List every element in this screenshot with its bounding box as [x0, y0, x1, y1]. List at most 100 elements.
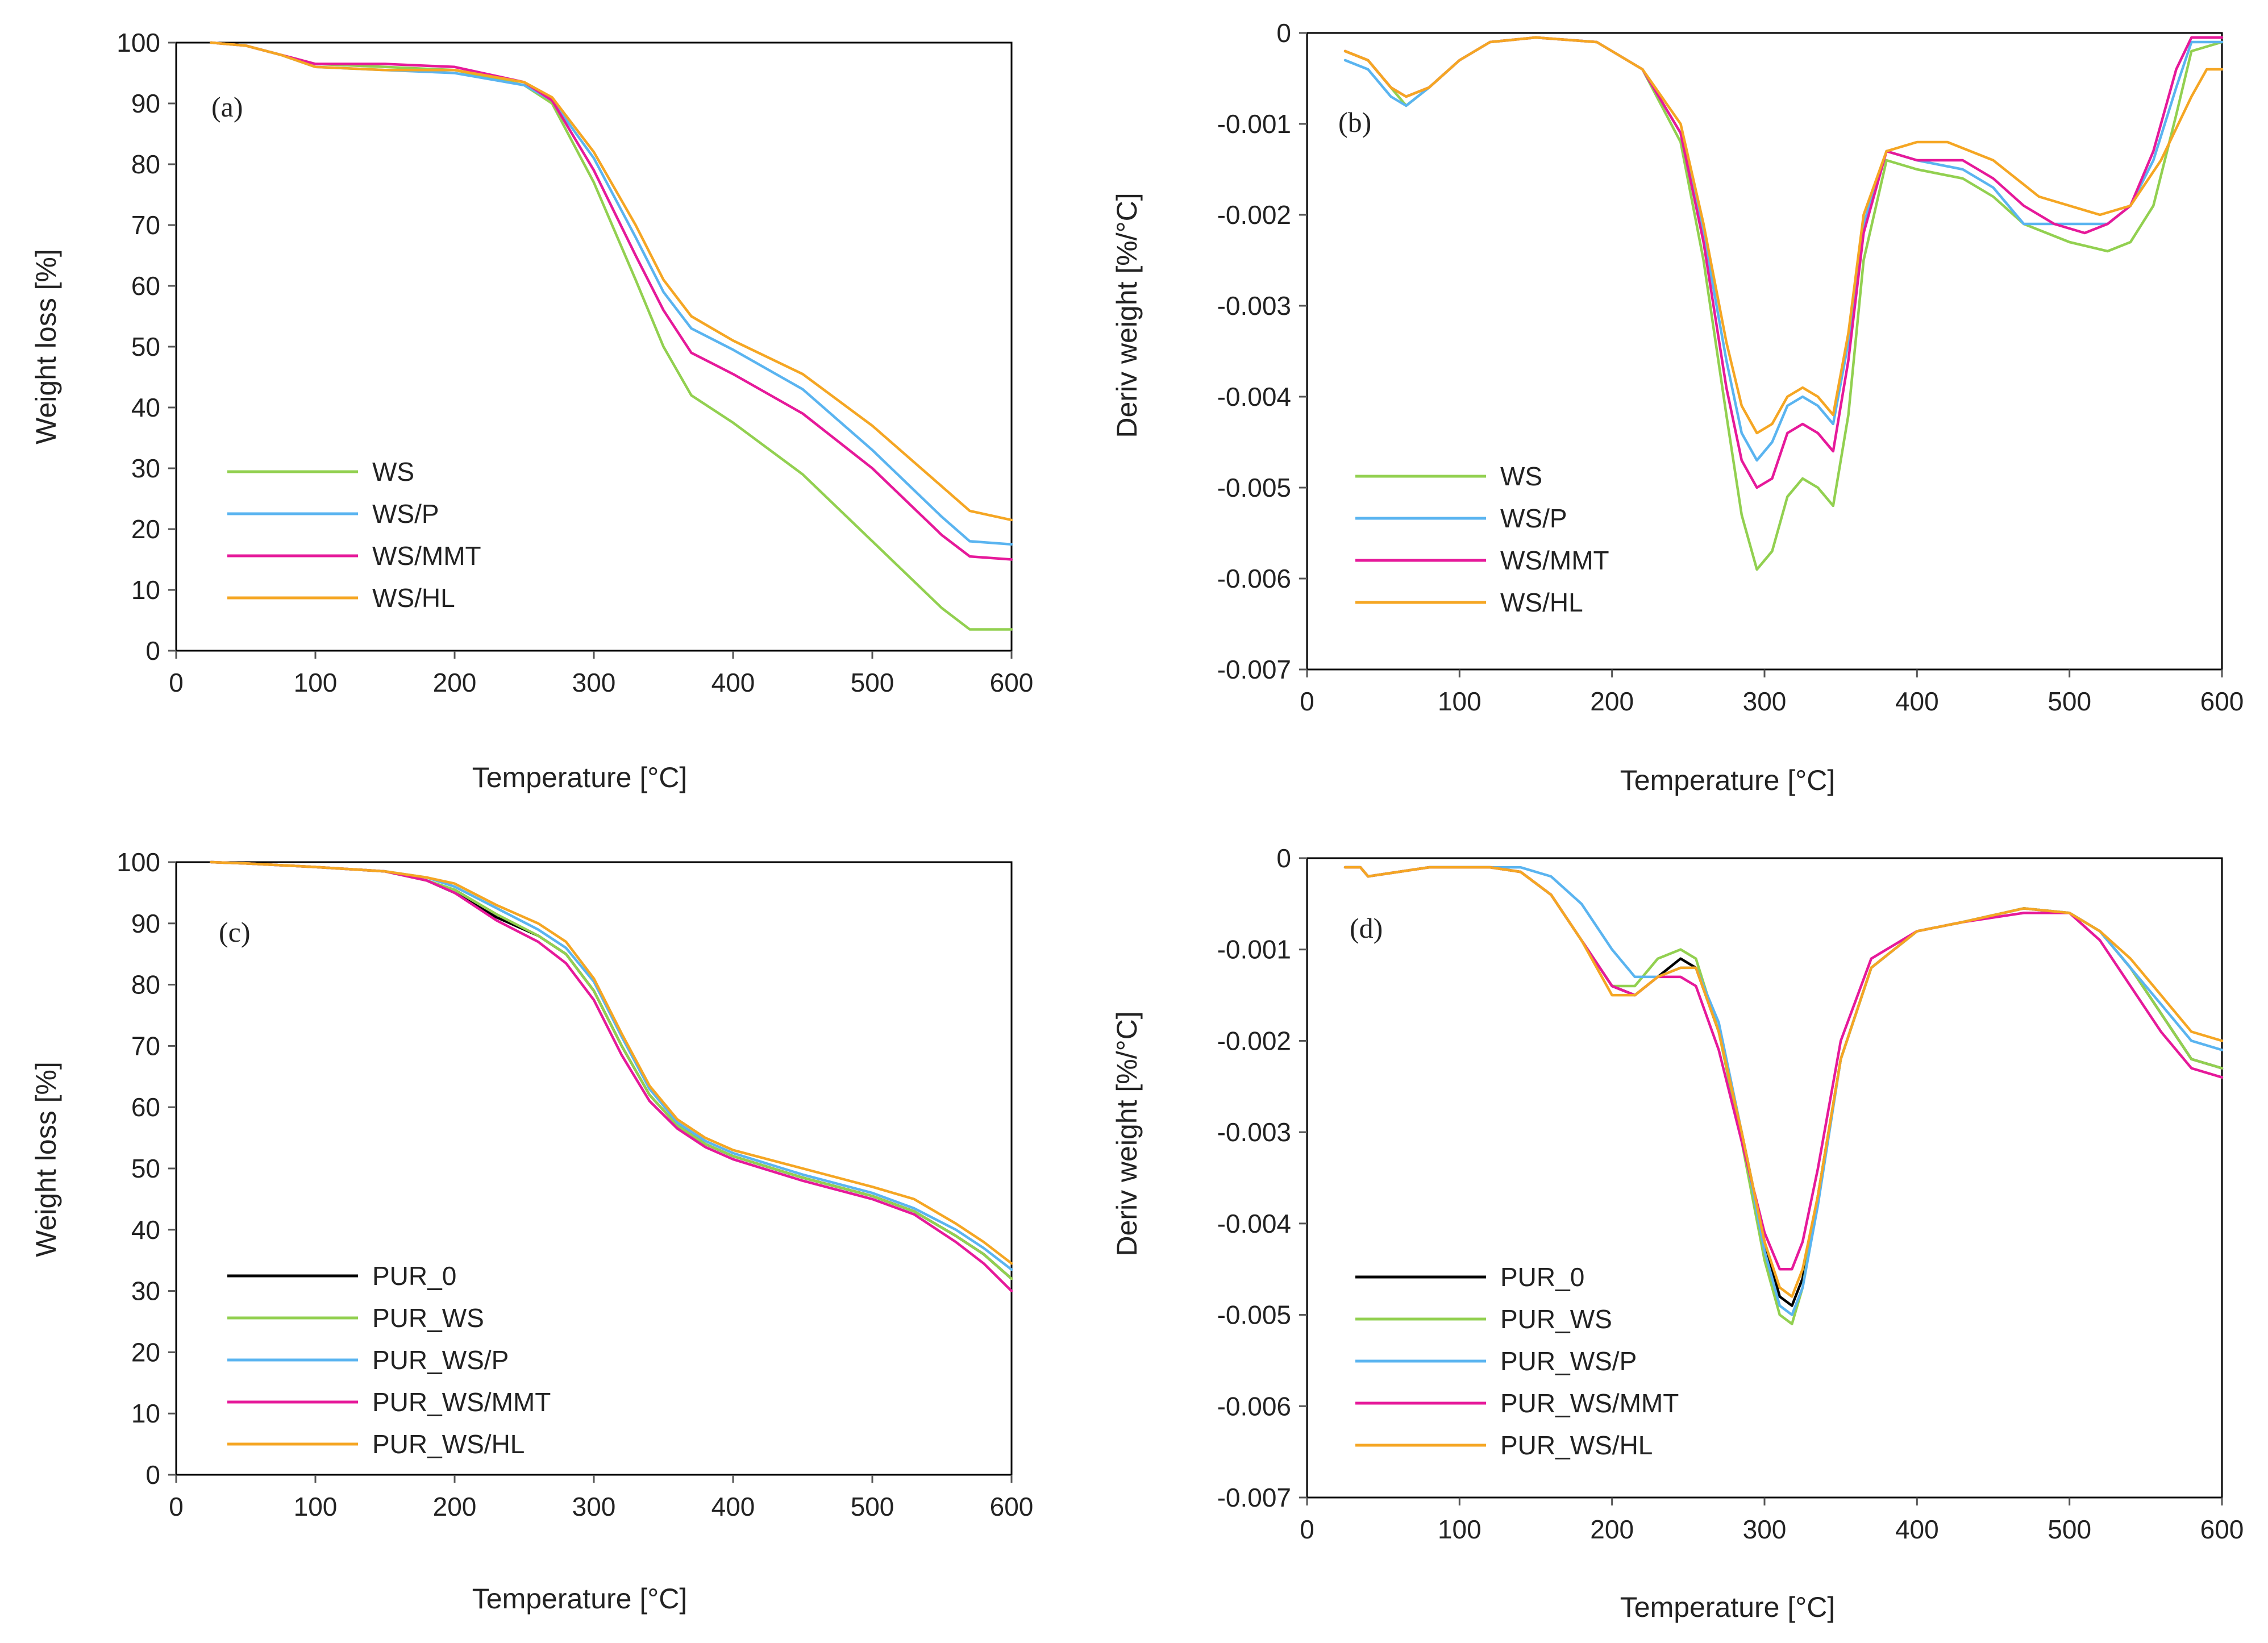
plot-area-frame: [1306, 857, 2223, 1499]
legend-label: WS/HL: [1500, 588, 1583, 617]
legend-label: PUR_0: [1500, 1262, 1584, 1292]
y-tick-label: 30: [131, 454, 160, 483]
y-tick-label: -0.007: [1217, 1483, 1291, 1512]
series-line-ws: [210, 41, 1013, 631]
x-tick-label: 100: [294, 1492, 338, 1521]
y-tick-label: 20: [131, 514, 160, 544]
y-tick-label: -0.004: [1217, 1209, 1291, 1238]
y-tick-label: -0.004: [1217, 382, 1291, 411]
series-line-pur-0: [210, 860, 1013, 1280]
legend-label: WS/MMT: [372, 541, 481, 571]
series-line-ws-mmt: [210, 41, 1013, 561]
legend-label: PUR_WS/MMT: [372, 1387, 551, 1417]
y-tick-label: 50: [131, 332, 160, 361]
y-tick-label: -0.001: [1217, 109, 1291, 139]
x-tick-label: 300: [1743, 687, 1787, 716]
y-tick-label: 0: [145, 636, 160, 665]
series-line-pur-ws-mmt: [1343, 866, 2224, 1271]
x-axis-title: Temperature [°C]: [1620, 764, 1835, 796]
y-tick-label: -0.005: [1217, 1300, 1291, 1330]
y-tick-label: 60: [131, 1092, 160, 1122]
x-axis-title: Temperature [°C]: [472, 762, 687, 793]
x-tick-label: 100: [1438, 687, 1482, 716]
chart-panel-d: 0 100 200 300 400 500 600 0 -0.001 -0.002 -0.003 -0…: [1111, 843, 2244, 1623]
series-line-ws-hl: [210, 41, 1013, 522]
legend-label: PUR_WS/P: [372, 1345, 509, 1375]
series-line-pur-ws-hl: [1343, 866, 2224, 1298]
x-tick-label: 300: [572, 668, 616, 697]
legend: WS WS/P WS/MMT WS/HL: [227, 457, 481, 613]
plot-area-frame: [1306, 32, 2223, 671]
y-axis-title: Weight loss [%]: [30, 249, 62, 444]
x-tick-label: 100: [1438, 1515, 1482, 1544]
series-line-pur-ws: [210, 860, 1013, 1280]
y-tick-label: 40: [131, 1215, 160, 1245]
x-tick-label: 0: [169, 1492, 184, 1521]
y-tick-label: -0.002: [1217, 1026, 1291, 1055]
legend: PUR_0 PUR_WS PUR_WS/P PUR_WS/MMT PUR_WS/HL: [227, 1261, 551, 1459]
y-tick-label: 10: [131, 575, 160, 605]
series-line-pur-ws-mmt: [210, 860, 1013, 1292]
y-tick-label: 90: [131, 89, 160, 118]
y-tick-label: 60: [131, 271, 160, 301]
x-tick-label: 600: [990, 668, 1034, 697]
legend-label: PUR_WS/HL: [372, 1429, 525, 1459]
series-line-ws-p: [210, 41, 1013, 546]
x-tick-label: 300: [1743, 1515, 1787, 1544]
y-tick-label: 0: [1276, 18, 1291, 48]
series-line-ws-mmt: [1343, 36, 2224, 489]
x-tick-label: 600: [2200, 1515, 2244, 1544]
y-tick-label: -0.006: [1217, 564, 1291, 593]
x-tick-label: 0: [169, 668, 184, 697]
panel-label: (d): [1350, 912, 1383, 944]
x-axis-title: Temperature [°C]: [1620, 1591, 1835, 1623]
x-tick-label: 200: [1590, 1515, 1634, 1544]
y-tick-label: -0.005: [1217, 473, 1291, 502]
y-tick-label: -0.001: [1217, 935, 1291, 964]
y-tick-label: -0.003: [1217, 291, 1291, 321]
series-line-pur-ws: [1343, 866, 2224, 1325]
y-tick-label: 10: [131, 1399, 160, 1428]
x-tick-label: 500: [2048, 687, 2091, 716]
legend-label: PUR_WS/MMT: [1500, 1388, 1679, 1418]
plot-area-frame: [175, 41, 1013, 652]
x-tick-label: 600: [2200, 687, 2244, 716]
legend-label: WS: [1500, 461, 1542, 491]
x-tick-label: 500: [2048, 1515, 2091, 1544]
series-line-pur-ws-p: [210, 860, 1013, 1271]
legend-label: PUR_WS/HL: [1500, 1430, 1653, 1460]
y-axis-title: Deriv weight [%/°C]: [1111, 1011, 1143, 1256]
y-tick-label: 70: [131, 210, 160, 240]
y-axis-title: Weight loss [%]: [30, 1062, 62, 1257]
y-tick-label: 40: [131, 393, 160, 422]
y-tick-label: -0.006: [1217, 1391, 1291, 1421]
legend-label: WS/P: [1500, 504, 1567, 533]
y-tick-label: 70: [131, 1031, 160, 1060]
y-tick-label: 100: [116, 847, 160, 877]
chart-panel-b: 0 100 200 300 400 500 600 0 -0.001 -0.002 -0.003 -0…: [1111, 18, 2244, 796]
y-axis-title: Deriv weight [%/°C]: [1111, 193, 1143, 438]
x-tick-label: 0: [1300, 687, 1314, 716]
x-tick-label: 100: [294, 668, 338, 697]
x-tick-label: 200: [1590, 687, 1634, 716]
legend-label: WS/P: [372, 499, 439, 529]
x-tick-label: 500: [851, 668, 894, 697]
panel-label: (b): [1338, 106, 1371, 138]
legend-label: PUR_WS: [372, 1303, 484, 1333]
series-line-ws-p: [1343, 36, 2224, 462]
x-tick-label: 400: [1895, 1515, 1939, 1544]
x-tick-label: 400: [711, 1492, 755, 1521]
plot-area-frame: [175, 861, 1013, 1476]
x-tick-label: 0: [1300, 1515, 1314, 1544]
legend-label: WS/HL: [372, 583, 455, 613]
y-tick-label: -0.002: [1217, 200, 1291, 230]
y-tick-label: 0: [1276, 843, 1291, 873]
y-tick-label: 50: [131, 1154, 160, 1183]
chart-panel-a: 0 100 200 300 400 500 600 0 10 20 30 40 50 60 70 80 90 10…: [30, 28, 1033, 793]
x-tick-label: 400: [1895, 687, 1939, 716]
series-line-pur-ws-hl: [210, 860, 1013, 1265]
legend-label: WS/MMT: [1500, 546, 1609, 575]
legend: WS WS/P WS/MMT WS/HL: [1355, 461, 1609, 617]
panel-label: (c): [219, 916, 251, 948]
